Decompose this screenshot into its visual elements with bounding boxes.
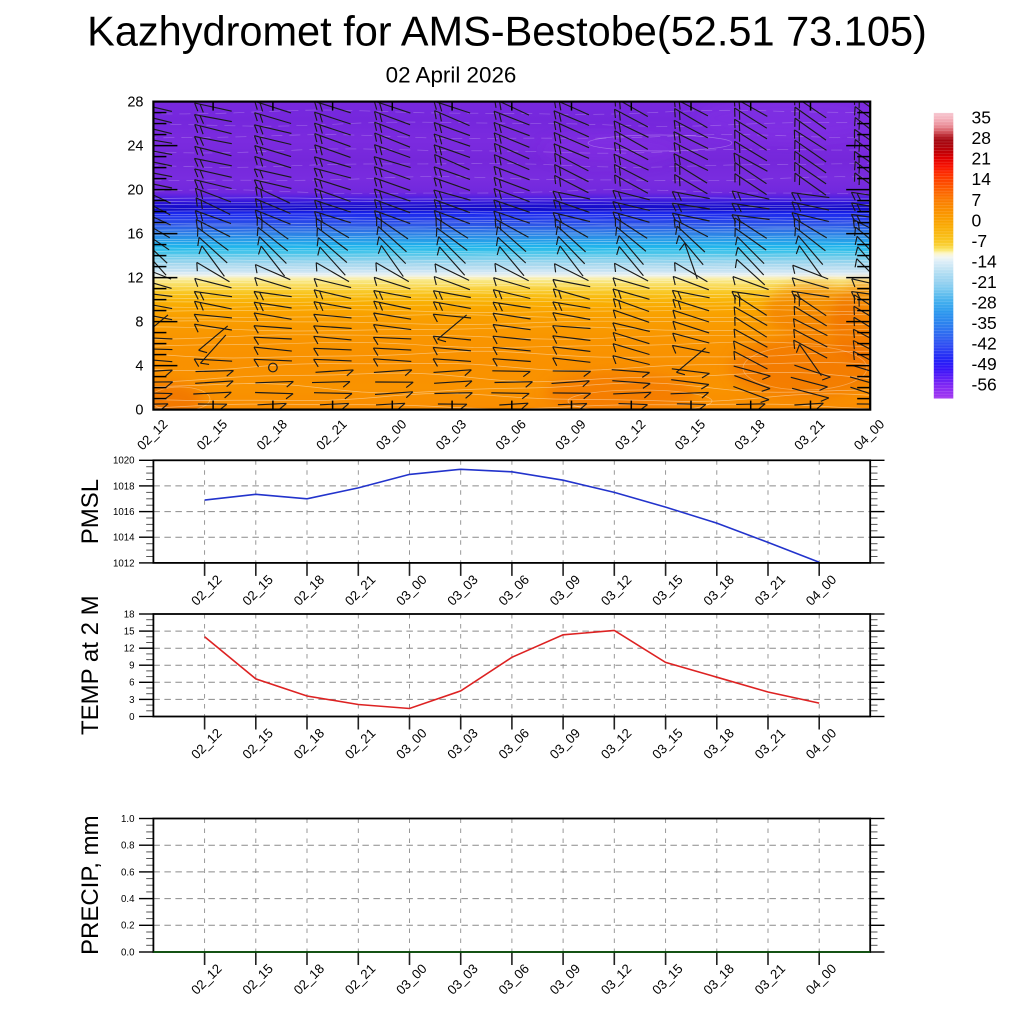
svg-text:1.0: 1.0 xyxy=(121,814,135,825)
svg-text:21: 21 xyxy=(972,149,991,169)
svg-text:1018: 1018 xyxy=(113,481,135,492)
svg-text:0.8: 0.8 xyxy=(121,841,134,852)
svg-text:-56: -56 xyxy=(972,375,997,395)
svg-text:0.4: 0.4 xyxy=(121,894,135,905)
svg-text:12: 12 xyxy=(124,644,135,655)
svg-text:1016: 1016 xyxy=(113,507,135,518)
svg-text:14: 14 xyxy=(972,169,992,189)
svg-text:0: 0 xyxy=(972,210,982,230)
svg-text:18: 18 xyxy=(124,609,135,620)
svg-text:02 April 2026: 02 April 2026 xyxy=(386,63,517,88)
svg-text:-21: -21 xyxy=(972,272,997,292)
svg-text:TEMP at 2 M: TEMP at 2 M xyxy=(77,595,104,735)
svg-text:0: 0 xyxy=(129,712,135,723)
svg-text:1020: 1020 xyxy=(113,456,135,467)
svg-text:0: 0 xyxy=(135,403,143,419)
svg-text:0.2: 0.2 xyxy=(121,921,134,932)
svg-text:-35: -35 xyxy=(972,313,997,333)
svg-text:3: 3 xyxy=(129,695,134,706)
svg-text:PMSL: PMSL xyxy=(77,479,104,544)
svg-text:9: 9 xyxy=(129,661,134,672)
svg-text:1012: 1012 xyxy=(113,558,135,569)
svg-text:8: 8 xyxy=(135,315,143,331)
svg-text:6: 6 xyxy=(129,678,134,689)
svg-text:12: 12 xyxy=(127,271,143,287)
svg-text:4: 4 xyxy=(135,359,143,375)
svg-text:15: 15 xyxy=(124,627,135,638)
svg-text:-14: -14 xyxy=(972,251,998,271)
svg-text:0.0: 0.0 xyxy=(121,947,135,958)
svg-text:35: 35 xyxy=(972,108,991,128)
svg-text:0.6: 0.6 xyxy=(121,867,134,878)
svg-text:PRECIP, mm: PRECIP, mm xyxy=(77,815,104,955)
svg-text:-7: -7 xyxy=(972,231,988,251)
svg-text:7: 7 xyxy=(972,190,982,210)
svg-text:20: 20 xyxy=(127,183,143,199)
svg-text:-42: -42 xyxy=(972,334,997,354)
svg-text:1014: 1014 xyxy=(113,533,135,544)
svg-text:-49: -49 xyxy=(972,354,997,374)
svg-text:16: 16 xyxy=(127,227,143,243)
svg-text:28: 28 xyxy=(127,95,143,111)
svg-text:24: 24 xyxy=(127,139,143,155)
svg-text:Kazhydromet for AMS-Bestobe(52: Kazhydromet for AMS-Bestobe(52.51 73.105… xyxy=(87,8,927,55)
svg-text:28: 28 xyxy=(972,128,991,148)
svg-text:-28: -28 xyxy=(972,293,997,313)
